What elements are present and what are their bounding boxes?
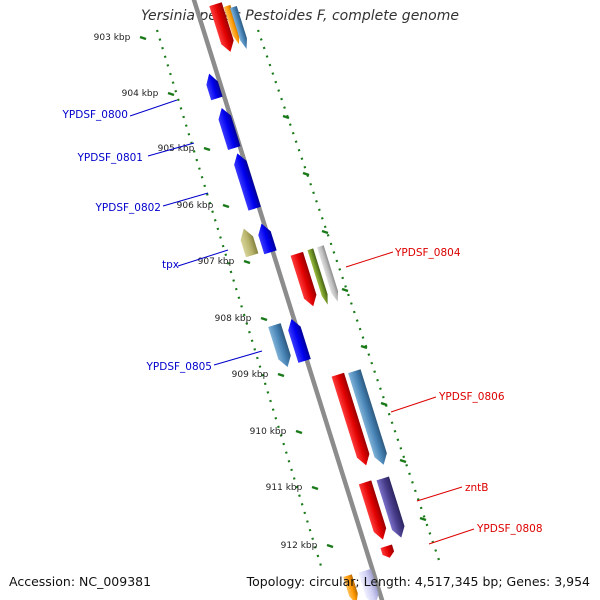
gene-label[interactable]: YPDSF_0805	[145, 361, 212, 373]
gene-label[interactable]: YPDSF_0800	[61, 109, 128, 121]
leader-line	[390, 396, 437, 413]
tick-label: 906 kbp	[177, 201, 214, 211]
gene-arrow[interactable]	[238, 227, 259, 258]
tick-mark	[277, 372, 285, 378]
tick-mark	[311, 485, 319, 491]
tick-mark	[321, 229, 329, 235]
gene-arrow[interactable]	[209, 2, 236, 54]
gene-arrow[interactable]	[285, 317, 311, 363]
tick-label: 909 kbp	[232, 370, 269, 380]
outer-ruler-line	[155, 29, 323, 567]
leader-line	[213, 350, 263, 366]
tick-label: 908 kbp	[215, 314, 252, 324]
tick-mark	[360, 344, 368, 350]
tick-mark	[295, 429, 303, 435]
tick-mark	[399, 458, 407, 464]
gene-label[interactable]: zntB	[465, 482, 489, 494]
gene-arrow[interactable]	[376, 476, 408, 539]
gene-arrow[interactable]	[358, 568, 381, 600]
gene-arrow[interactable]	[216, 106, 241, 150]
gene-arrow[interactable]	[343, 574, 361, 600]
tick-label: 904 kbp	[122, 89, 159, 99]
gene-arrow[interactable]	[230, 5, 250, 50]
tick-label: 911 kbp	[266, 483, 303, 493]
gene-label[interactable]: YPDSF_0801	[76, 152, 143, 164]
leader-line	[177, 249, 229, 267]
leader-line	[147, 142, 195, 157]
tick-mark	[222, 203, 230, 209]
gene-arrow[interactable]	[307, 248, 330, 305]
leader-line	[416, 486, 463, 502]
gene-arrow[interactable]	[255, 222, 277, 255]
gene-arrow[interactable]	[331, 372, 373, 468]
tick-mark	[326, 543, 334, 549]
tick-mark	[282, 114, 290, 120]
gene-label[interactable]: YPDSF_0804	[394, 247, 461, 259]
tick-label: 903 kbp	[94, 33, 131, 43]
gene-arrow[interactable]	[203, 72, 223, 101]
leader-line	[162, 192, 209, 207]
gene-arrow[interactable]	[231, 151, 261, 211]
gene-label[interactable]: YPDSF_0806	[438, 391, 505, 403]
tick-mark	[341, 287, 349, 293]
tick-mark	[419, 516, 427, 522]
tick-label: 905 kbp	[158, 144, 195, 154]
tick-mark	[260, 316, 268, 322]
gene-label[interactable]: YPDSF_0808	[476, 523, 543, 535]
tick-mark	[380, 401, 388, 407]
tick-mark	[139, 35, 147, 41]
leader-line	[129, 99, 178, 117]
gene-arrow[interactable]	[380, 544, 395, 559]
genome-backbone	[191, 0, 385, 600]
tick-mark	[302, 171, 310, 177]
gene-arrow[interactable]	[290, 251, 320, 308]
tick-label: 910 kbp	[250, 427, 287, 437]
leader-line	[345, 251, 394, 268]
gene-arrow[interactable]	[316, 245, 341, 302]
tick-mark	[203, 146, 211, 152]
leader-line	[428, 528, 475, 545]
gene-arrow[interactable]	[358, 480, 389, 541]
tick-mark	[167, 91, 175, 97]
tick-mark	[243, 259, 251, 265]
gene-arrow[interactable]	[268, 323, 294, 369]
tick-label: 907 kbp	[198, 257, 235, 267]
gene-label[interactable]: tpx	[162, 259, 179, 271]
gene-arrow[interactable]	[223, 4, 243, 45]
gene-arrow[interactable]	[348, 369, 390, 466]
tick-label: 912 kbp	[281, 541, 318, 551]
accession-text: Accession: NC_009381	[9, 574, 152, 589]
gene-label[interactable]: YPDSF_0802	[94, 202, 161, 214]
genome-summary-text: Topology: circular; Length: 4,517,345 bp…	[246, 574, 590, 589]
